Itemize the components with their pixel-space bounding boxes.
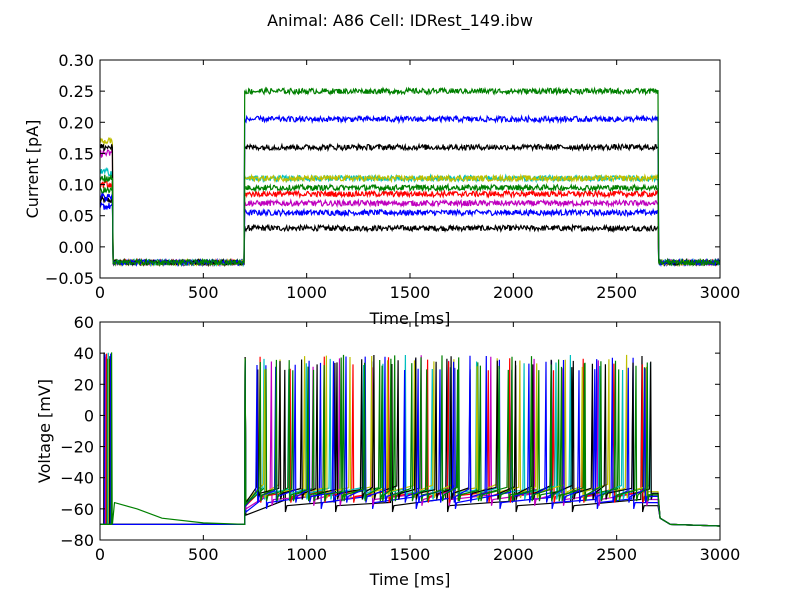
- current-trace-2: [99, 201, 721, 268]
- voltage-y-tick-label: −40: [60, 469, 94, 488]
- current-x-axis-label: Time [ms]: [369, 309, 451, 328]
- voltage-y-tick-label: −60: [60, 500, 94, 519]
- current-trace-4: [99, 179, 721, 268]
- current-y-tick-label: 0.20: [58, 113, 94, 132]
- voltage-y-axis-label: Voltage [mV]: [35, 379, 54, 483]
- current-trace-5: [99, 182, 721, 267]
- voltage-y-tick-label: 0: [84, 406, 94, 425]
- current-trace-3: [99, 148, 721, 267]
- voltage-x-axis-label: Time [ms]: [369, 570, 451, 589]
- current-y-tick-label: 0.05: [58, 207, 94, 226]
- current-x-tick-label: 500: [188, 283, 219, 302]
- current-y-tick-label: 0.25: [58, 82, 94, 101]
- current-y-tick-label: 0.30: [58, 51, 94, 70]
- voltage-x-tick-label: 2000: [493, 545, 534, 564]
- voltage-x-tick-label: 0: [95, 545, 105, 564]
- voltage-panel: 0 500 1000 1500 2000 2500 3000 −80 −60 −40 −20 0 20 4…: [35, 313, 740, 589]
- voltage-series-group: [100, 352, 721, 527]
- current-x-tick-label: 2000: [493, 283, 534, 302]
- current-x-tick-label: 1500: [390, 283, 431, 302]
- voltage-y-tick-label: −20: [60, 438, 94, 457]
- voltage-y-tick-label: −80: [60, 531, 94, 550]
- voltage-x-tick-label: 500: [188, 545, 219, 564]
- current-y-tick-label: 0.15: [58, 144, 94, 163]
- voltage-trace-8: [100, 354, 721, 527]
- voltage-x-tick-label: 2500: [596, 545, 637, 564]
- current-x-tick-label: 1000: [286, 283, 327, 302]
- voltage-x-tick-label: 1500: [390, 545, 431, 564]
- current-ticks: 0 500 1000 1500 2000 2500 3000 −0.05 0.00 0.05 0.1…: [45, 51, 740, 302]
- voltage-y-tick-label: 40: [74, 344, 94, 363]
- current-panel: 0 500 1000 1500 2000 2500 3000 −0.05 0.00 0.05 0.1…: [23, 51, 740, 328]
- voltage-y-tick-label: 60: [74, 313, 94, 332]
- current-x-tick-label: 2500: [596, 283, 637, 302]
- voltage-y-tick-label: 20: [74, 375, 94, 394]
- current-trace-6: [99, 167, 721, 268]
- figure-title: Animal: A86 Cell: IDRest_149.ibw: [267, 11, 533, 31]
- current-y-tick-label: 0.00: [58, 238, 94, 257]
- current-y-tick-label: 0.10: [58, 176, 94, 195]
- voltage-x-tick-label: 3000: [700, 545, 741, 564]
- current-x-tick-label: 0: [95, 283, 105, 302]
- voltage-ticks: 0 500 1000 1500 2000 2500 3000 −80 −60 −40 −20 0 20 4…: [60, 313, 740, 564]
- current-trace-1: [99, 194, 721, 267]
- current-series-group: [99, 86, 721, 268]
- current-trace-10: [99, 86, 721, 268]
- voltage-trace-10: [100, 352, 721, 527]
- current-y-tick-label: −0.05: [45, 269, 94, 288]
- current-x-tick-label: 3000: [700, 283, 741, 302]
- current-trace-8: [99, 142, 721, 268]
- current-y-axis-label: Current [pA]: [23, 120, 42, 219]
- voltage-x-tick-label: 1000: [286, 545, 327, 564]
